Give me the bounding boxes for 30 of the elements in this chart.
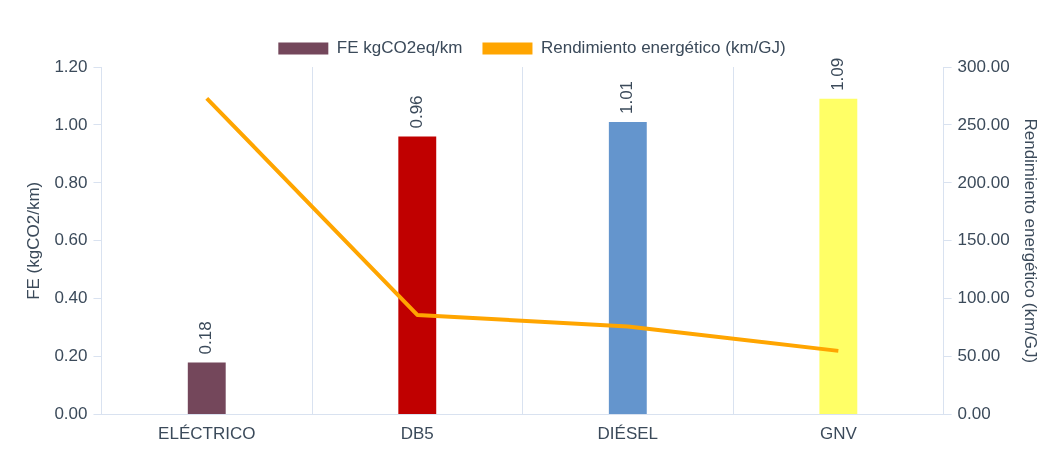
- y-tick-label: 0.80: [54, 172, 88, 192]
- y2-tick-label: 300.00: [957, 56, 1010, 76]
- y-tick-label: 0.40: [54, 288, 88, 308]
- data-label: 0.18: [196, 321, 216, 355]
- bar: [819, 98, 858, 415]
- bar: [398, 136, 437, 415]
- y-tick-label: 0.60: [54, 230, 88, 250]
- data-label: 0.96: [406, 95, 426, 129]
- x-tick-label: ELÉCTRICO: [158, 424, 256, 444]
- y2-tick-label: 250.00: [957, 114, 1010, 134]
- data-label: 1.09: [828, 57, 848, 91]
- y2-tick-label: 200.00: [957, 172, 1010, 192]
- y-tick-label: 1.20: [54, 56, 88, 76]
- bar: [608, 122, 647, 415]
- y2-tick-label: 150.00: [957, 230, 1010, 250]
- bar: [187, 362, 226, 415]
- y2-tick-label: 50.00: [957, 346, 1001, 366]
- y2-tick-label: 100.00: [957, 288, 1010, 308]
- x-tick-label: DB5: [400, 424, 434, 444]
- y-tick-label: 0.20: [54, 346, 88, 366]
- x-tick-label: GNV: [819, 424, 858, 444]
- y-axis-title: FE (kgCO2/km): [23, 181, 43, 300]
- data-label: 1.01: [617, 80, 637, 115]
- y-tick-label: 1.00: [54, 114, 88, 134]
- y2-tick-label: 0.00: [957, 404, 991, 424]
- x-tick-label: DIÉSEL: [597, 424, 659, 444]
- y-tick-label: 0.00: [54, 404, 88, 424]
- legend-label: Rendimiento energético (km/GJ): [540, 38, 786, 58]
- legend-label: FE kgCO2eq/km: [336, 38, 463, 58]
- y2-axis-title: Rendimiento energético (km/GJ): [1021, 118, 1041, 364]
